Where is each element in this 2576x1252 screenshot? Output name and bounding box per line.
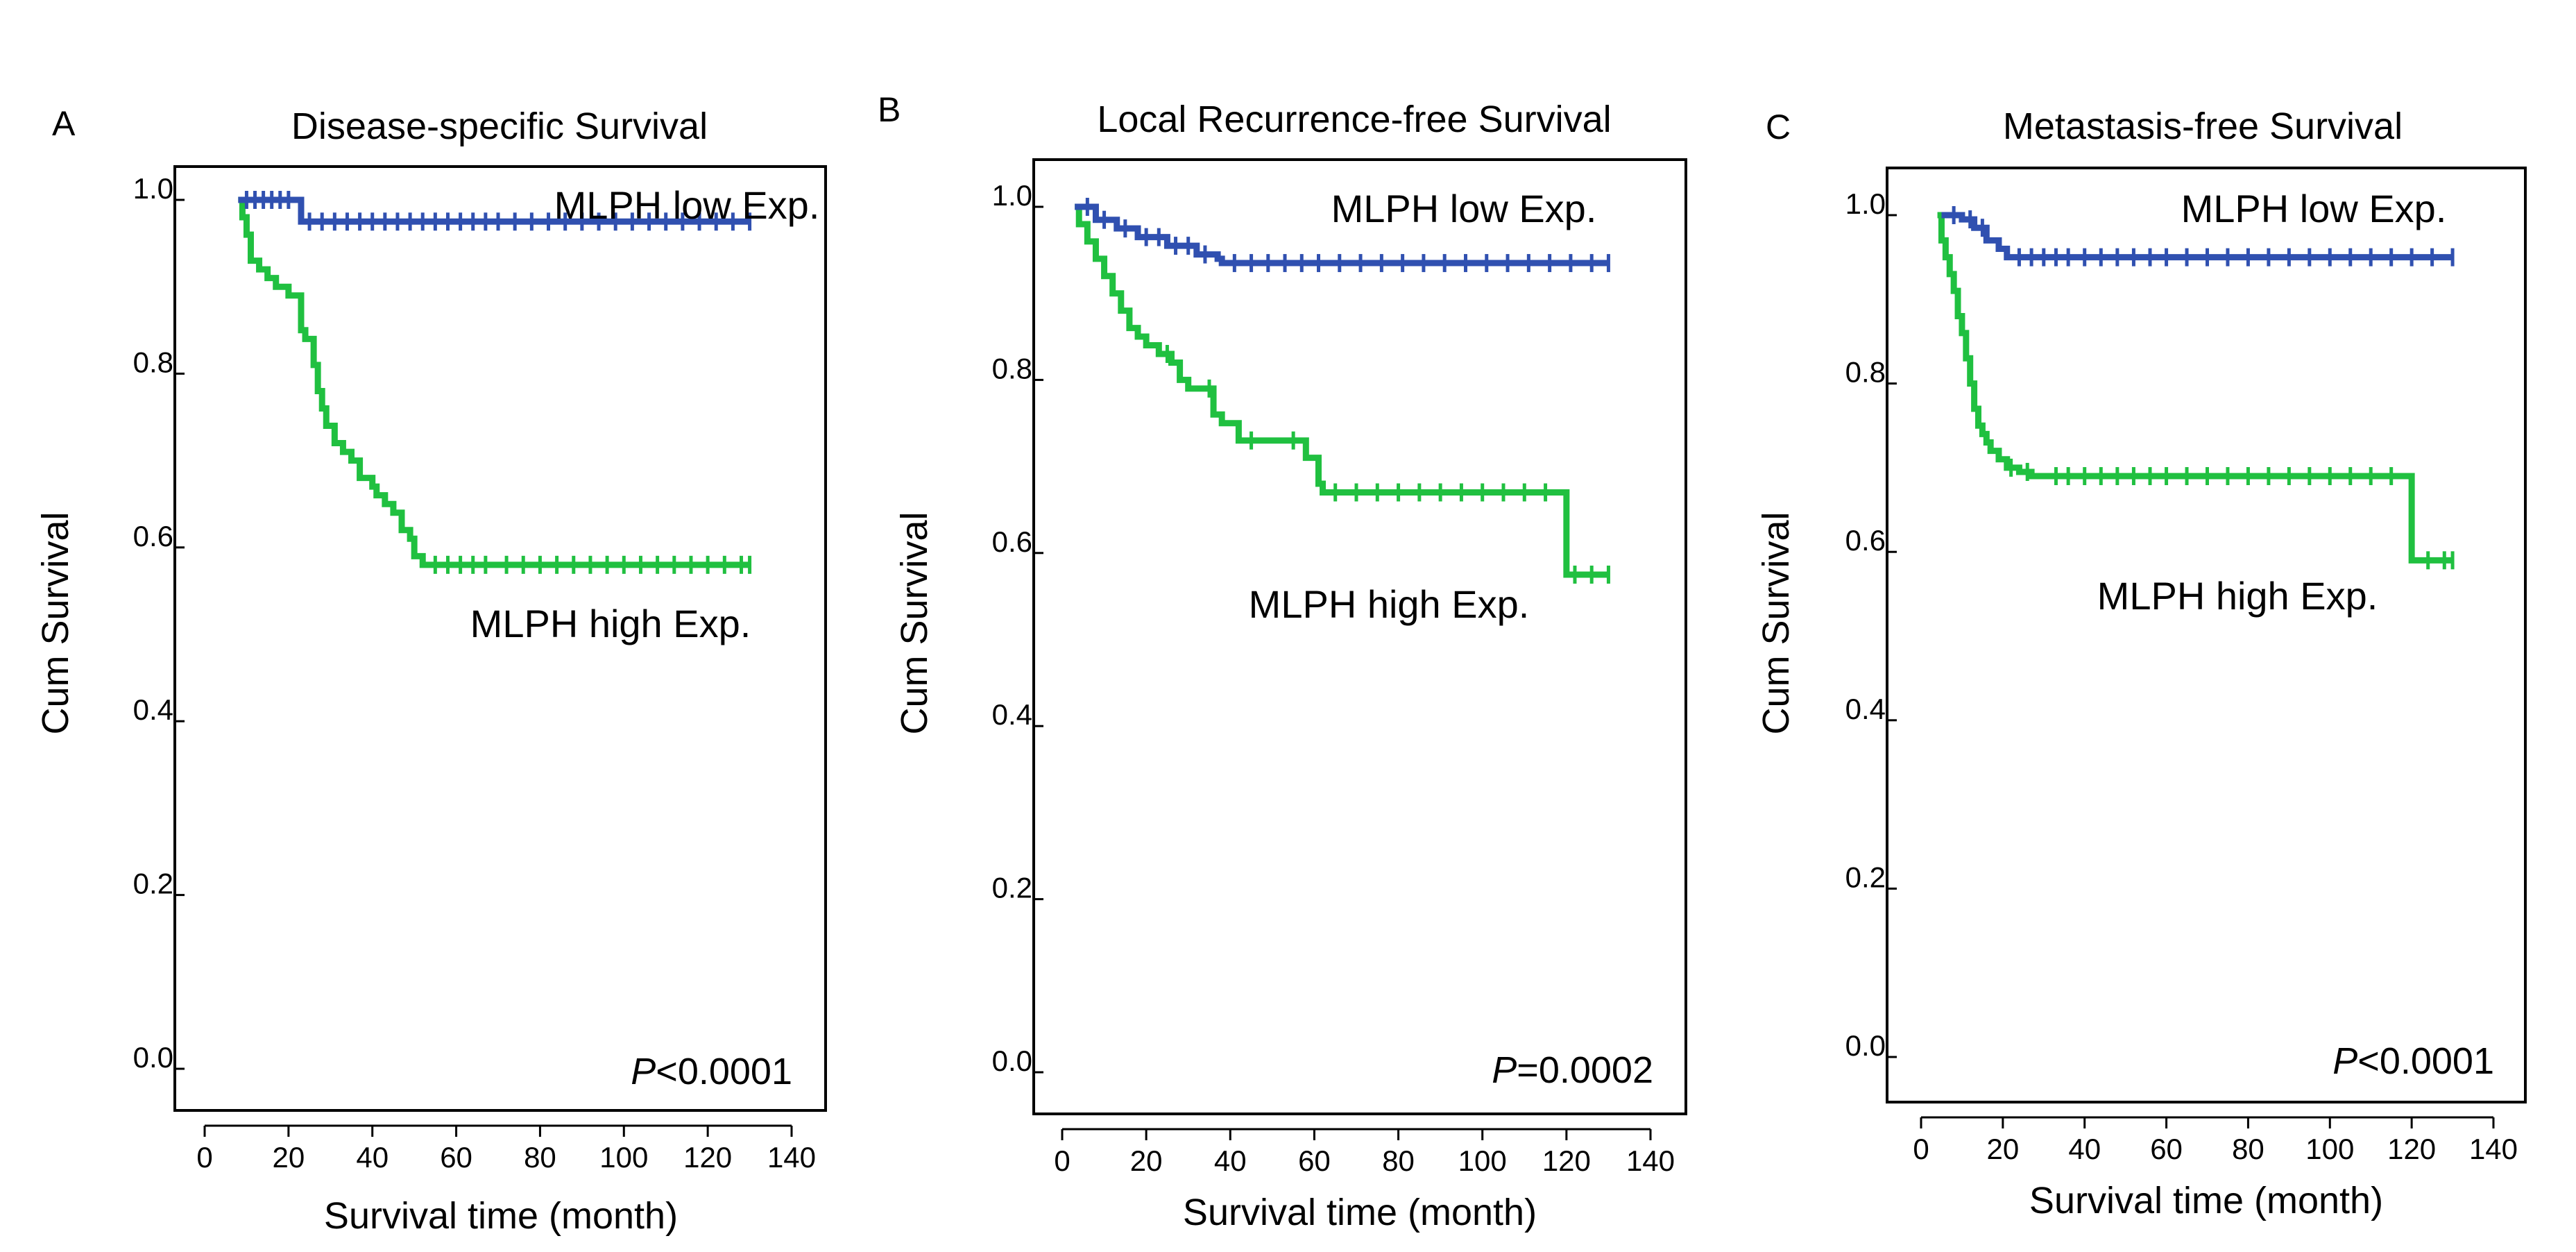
x-tick-label: 120 xyxy=(1542,1144,1591,1177)
panel-a: A Disease-specific Survival 0.0 0.2 0.4 0.6 0.… xyxy=(35,104,827,1237)
series-high-expression xyxy=(238,196,752,574)
p-value: P<0.0001 xyxy=(2332,1040,2494,1082)
p-value-number: <0.0001 xyxy=(2357,1040,2494,1082)
survival-curve-high xyxy=(238,196,750,568)
x-axis-label: Survival time (month) xyxy=(324,1195,678,1237)
label-high-expression: MLPH high Exp. xyxy=(470,602,751,645)
p-value: P=0.0002 xyxy=(1492,1049,1653,1091)
series-high-expression xyxy=(1937,212,2455,570)
x-tick-label: 20 xyxy=(1130,1144,1163,1177)
x-tick-label: 60 xyxy=(1298,1144,1331,1177)
x-tick-label: 140 xyxy=(1626,1144,1675,1177)
y-tick-label: 0.2 xyxy=(133,868,173,900)
panel-title: Disease-specific Survival xyxy=(291,105,708,147)
panel-letter: C xyxy=(1766,108,1791,146)
survival-curve-high xyxy=(1075,203,1609,578)
x-tick-label: 140 xyxy=(767,1141,816,1174)
p-value-symbol: P xyxy=(631,1051,656,1092)
panel-title: Metastasis-free Survival xyxy=(2003,105,2403,147)
survival-curve-low xyxy=(238,196,750,225)
y-tick-label: 0.8 xyxy=(133,346,173,378)
y-tick-label: 0.0 xyxy=(133,1041,173,1074)
x-axis-label: Survival time (month) xyxy=(2029,1180,2383,1221)
y-tick-label: 0.4 xyxy=(133,693,173,726)
x-tick-label: 80 xyxy=(1382,1144,1415,1177)
y-tick-label: 0.4 xyxy=(1845,693,1886,725)
x-tick-label: 120 xyxy=(2387,1133,2436,1165)
y-tick-label: 0.2 xyxy=(992,872,1032,904)
x-tick-label: 40 xyxy=(356,1141,389,1174)
y-tick-label: 0.4 xyxy=(992,698,1032,731)
x-tick-label: 120 xyxy=(683,1141,732,1174)
x-tick-label: 20 xyxy=(272,1141,305,1174)
label-high-expression: MLPH high Exp. xyxy=(2097,574,2378,618)
y-axis-label: Cum Survival xyxy=(1755,511,1797,734)
x-tick-label: 140 xyxy=(2469,1133,2518,1165)
y-tick-label: 1.0 xyxy=(992,179,1032,212)
panel-b: B Local Recurrence-free Survival 0.0 0.2 0.4… xyxy=(878,90,1687,1233)
x-tick-label: 0 xyxy=(1054,1144,1070,1177)
label-high-expression: MLPH high Exp. xyxy=(1249,582,1530,626)
y-tick-label: 0.6 xyxy=(1845,524,1886,557)
y-tick-label: 1.0 xyxy=(1845,187,1886,220)
p-value-number: =0.0002 xyxy=(1517,1049,1653,1091)
p-value: P<0.0001 xyxy=(631,1051,792,1092)
x-tick-label: 100 xyxy=(2305,1133,2354,1165)
x-tick-label: 80 xyxy=(2232,1133,2264,1165)
y-axis-label: Cum Survival xyxy=(35,511,76,734)
survival-curve-low xyxy=(1075,203,1609,267)
x-tick-label: 100 xyxy=(599,1141,648,1174)
x-tick-label: 80 xyxy=(524,1141,556,1174)
series-low-expression xyxy=(1075,198,1610,273)
x-tick-label: 20 xyxy=(1986,1133,2019,1165)
y-tick-label: 0.0 xyxy=(1845,1029,1886,1062)
panel-c: C Metastasis-free Survival 0.0 0.2 0.4 0.6 0.8… xyxy=(1755,105,2527,1221)
plot-frame xyxy=(173,165,827,1112)
x-tick-label: 40 xyxy=(2068,1133,2101,1165)
x-tick-label: 60 xyxy=(440,1141,472,1174)
x-tick-label: 40 xyxy=(1214,1144,1247,1177)
p-value-symbol: P xyxy=(2332,1040,2357,1082)
x-tick-label: 0 xyxy=(1913,1133,1929,1165)
y-tick-label: 0.6 xyxy=(992,525,1032,558)
label-low-expression: MLPH low Exp. xyxy=(2181,187,2447,230)
panel-letter: A xyxy=(52,104,76,143)
label-low-expression: MLPH low Exp. xyxy=(1331,187,1597,230)
series-low-expression xyxy=(238,191,752,231)
plot-frame xyxy=(1032,158,1687,1115)
y-tick-label: 0.8 xyxy=(992,352,1032,384)
survival-curve-low xyxy=(1941,212,2453,261)
y-tick-label: 0.2 xyxy=(1845,861,1886,893)
survival-curve-high xyxy=(1937,212,2453,564)
y-tick-label: 0.6 xyxy=(133,520,173,552)
y-tick-label: 1.0 xyxy=(133,172,173,205)
y-tick-label: 0.0 xyxy=(992,1044,1032,1077)
y-axis-label: Cum Survival xyxy=(894,511,935,734)
series-high-expression xyxy=(1075,203,1610,584)
p-value-symbol: P xyxy=(1492,1049,1517,1091)
x-axis-label: Survival time (month) xyxy=(1183,1192,1537,1233)
panel-letter: B xyxy=(878,90,901,129)
y-tick-label: 0.8 xyxy=(1845,356,1886,389)
panel-title: Local Recurrence-free Survival xyxy=(1097,99,1611,140)
series-low-expression xyxy=(1941,206,2455,267)
plot-frame xyxy=(1886,167,2527,1103)
x-tick-label: 100 xyxy=(1458,1144,1507,1177)
p-value-number: <0.0001 xyxy=(656,1051,792,1092)
x-tick-label: 0 xyxy=(196,1141,212,1174)
label-low-expression: MLPH low Exp. xyxy=(554,183,820,227)
x-tick-label: 60 xyxy=(2150,1133,2183,1165)
